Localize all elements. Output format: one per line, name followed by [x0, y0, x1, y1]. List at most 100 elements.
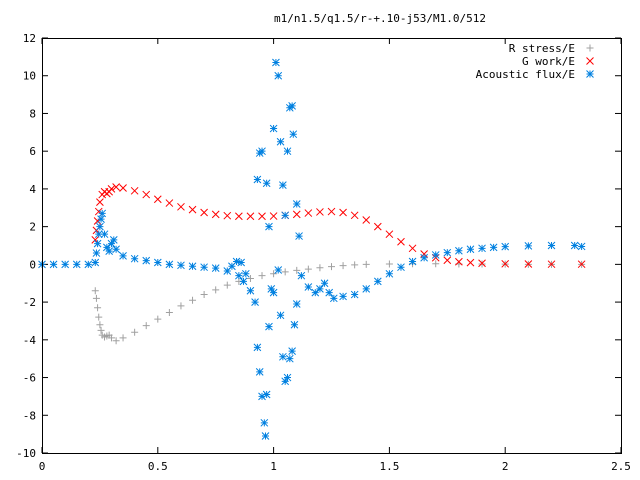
- data-point: [274, 71, 283, 80]
- data-point: [165, 308, 173, 316]
- y-tick-label: -4: [23, 334, 37, 347]
- y-tick-label: -8: [23, 409, 36, 422]
- data-point: [320, 279, 329, 288]
- axis-ticks: 0 0.5 1 1.5 2 2.5 -10 -8 -6 -4 -2 0 2 4 6 8 10 12: [16, 32, 631, 473]
- data-point: [211, 210, 220, 219]
- data-point: [362, 260, 370, 268]
- data-point: [455, 246, 463, 255]
- data-point: [96, 321, 104, 329]
- data-point: [304, 209, 313, 217]
- y-tick-label: -2: [23, 296, 36, 309]
- data-point: [92, 249, 101, 257]
- data-point: [258, 392, 266, 401]
- data-point: [385, 230, 394, 239]
- data-point: [270, 270, 278, 278]
- data-point: [362, 216, 371, 224]
- data-point: [253, 343, 262, 352]
- series-r-stress-e: [91, 260, 586, 345]
- legend-marker: [586, 70, 594, 78]
- data-point: [237, 258, 246, 267]
- plot-frame: [42, 38, 622, 454]
- y-tick-label: 8: [29, 107, 36, 120]
- data-point: [274, 266, 283, 274]
- data-point: [329, 294, 338, 303]
- x-tick-label: 1.5: [379, 460, 399, 473]
- data-point: [253, 175, 262, 184]
- data-point: [327, 207, 336, 216]
- data-point: [246, 275, 254, 283]
- data-point: [373, 222, 382, 231]
- data-point: [142, 256, 151, 265]
- data-point: [281, 211, 290, 220]
- data-point: [478, 244, 486, 253]
- data-point: [304, 265, 312, 273]
- data-point: [385, 260, 393, 268]
- data-point: [350, 211, 359, 220]
- data-point: [397, 237, 405, 246]
- data-point: [200, 208, 208, 217]
- data-point: [177, 302, 185, 310]
- data-point: [570, 241, 579, 250]
- data-point: [267, 285, 276, 293]
- data-point: [466, 245, 475, 254]
- data-point: [112, 337, 120, 345]
- data-point: [547, 260, 556, 269]
- data-point: [211, 264, 220, 272]
- data-point: [92, 294, 100, 302]
- data-point: [339, 208, 347, 217]
- data-point: [432, 260, 440, 268]
- x-tick-label: 0: [39, 460, 46, 473]
- data-point: [316, 285, 324, 293]
- data-point: [443, 256, 452, 265]
- data-point: [223, 211, 232, 220]
- data-point: [269, 212, 278, 220]
- data-point: [311, 288, 320, 297]
- data-point: [408, 257, 417, 266]
- data-point: [397, 263, 405, 272]
- data-point: [96, 198, 104, 206]
- data-point: [241, 269, 250, 278]
- data-point: [269, 124, 278, 133]
- data-point: [98, 209, 107, 218]
- data-point: [260, 418, 269, 427]
- data-point: [276, 137, 285, 146]
- data-point: [478, 260, 486, 268]
- data-point: [316, 264, 324, 272]
- data-point: [107, 334, 115, 342]
- x-tick-label: 2.5: [611, 460, 631, 473]
- data-point: [420, 253, 428, 262]
- data-point: [547, 241, 556, 250]
- data-point: [272, 58, 280, 67]
- data-point: [478, 259, 486, 268]
- data-point: [293, 266, 301, 274]
- data-point: [105, 247, 114, 256]
- data-point: [339, 262, 347, 270]
- data-point: [165, 260, 174, 269]
- legend-label: R stress/E: [509, 42, 575, 55]
- data-point: [290, 320, 299, 329]
- data-point: [255, 368, 264, 376]
- data-point: [328, 263, 335, 271]
- data-point: [524, 260, 533, 268]
- data-point: [109, 235, 118, 244]
- data-point: [154, 315, 162, 323]
- data-point: [94, 304, 102, 312]
- data-point: [385, 269, 394, 278]
- data-point: [107, 185, 116, 193]
- data-point: [177, 261, 185, 270]
- data-point: [577, 242, 586, 251]
- data-point: [276, 311, 285, 320]
- data-point: [295, 232, 303, 240]
- data-point: [289, 130, 298, 139]
- chart-title: m1/n1.5/q1.5/r-+.10-j53/M1.0/512: [274, 12, 486, 25]
- data-point: [119, 252, 127, 260]
- data-point: [165, 199, 174, 207]
- data-point: [131, 328, 139, 336]
- data-point: [501, 259, 510, 268]
- data-point: [72, 260, 81, 269]
- data-point: [130, 186, 139, 195]
- data-point: [130, 254, 139, 263]
- data-point: [262, 390, 271, 399]
- y-tick-label: 10: [23, 70, 36, 83]
